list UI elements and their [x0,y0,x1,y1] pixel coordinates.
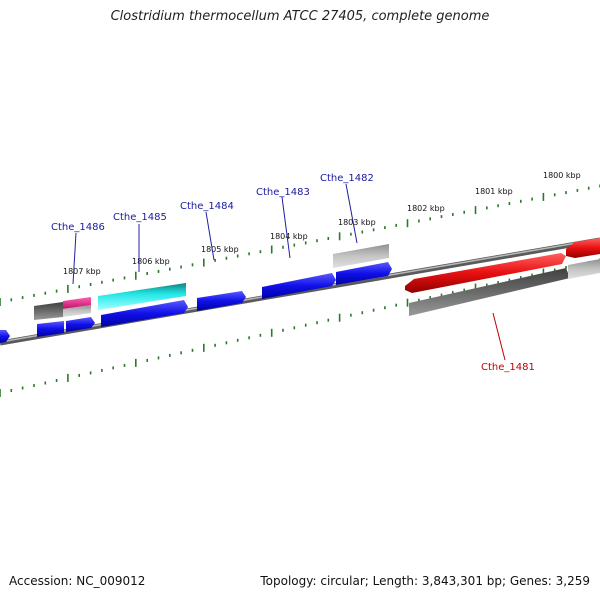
gene-cthe-1485[interactable] [98,283,186,310]
scale-label-1807: 1807 kbp [63,267,101,276]
scale-label-1806: 1806 kbp [132,257,170,266]
gene-dark-gray-inner[interactable] [409,268,570,316]
gene-cthe-1481[interactable] [405,253,566,293]
topology-text: Topology: circular; Length: 3,843,301 bp… [260,574,590,588]
gene-red-right[interactable] [566,238,600,258]
scale-ticks-upper [0,184,600,306]
gene-blue-small-1[interactable] [37,321,64,337]
gene-blue-1485-inner[interactable] [101,300,188,327]
scale-label-1805: 1805 kbp [201,245,239,254]
gene-pseudo-gray-left[interactable] [34,302,63,320]
gene-label-cthe-1485[interactable]: Cthe_1485 [113,212,167,223]
gene-gray-right[interactable] [568,259,600,279]
gene-pseudo-gray-1482[interactable] [333,244,389,268]
gene-cthe-1484[interactable] [197,291,246,311]
gene-label-cthe-1484[interactable]: Cthe_1484 [180,201,234,212]
gene-label-cthe-1483[interactable]: Cthe_1483 [256,187,310,198]
gene-blue-small-2[interactable] [66,317,95,332]
scale-label-1804: 1804 kbp [270,232,308,241]
gene-label-cthe-1482[interactable]: Cthe_1482 [320,173,374,184]
label-leader-cthe-1481 [492,312,506,361]
scale-label-1803: 1803 kbp [338,218,376,227]
scale-ticks-lower [0,258,600,397]
genome-title: Clostridium thermocellum ATCC 27405, com… [110,9,490,24]
gene-label-cthe-1481[interactable]: Cthe_1481 [481,362,535,373]
gene-cthe-1482[interactable] [336,262,392,285]
gene-cthe-1483[interactable] [262,273,336,299]
scale-label-1801: 1801 kbp [475,187,513,196]
scale-label-1802: 1802 kbp [407,204,445,213]
gene-blue-edge[interactable] [0,330,10,343]
scale-label-1800: 1800 kbp [543,171,581,180]
label-leaders [72,183,358,285]
accession-text: Accession: NC_009012 [9,574,146,588]
gene-cthe-1486-gray[interactable] [63,305,91,317]
gene-label-cthe-1486[interactable]: Cthe_1486 [51,222,105,233]
